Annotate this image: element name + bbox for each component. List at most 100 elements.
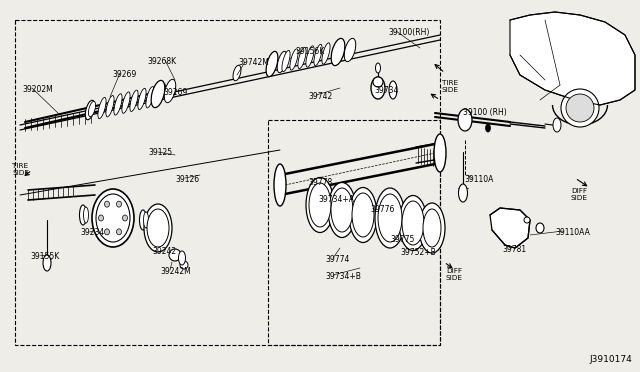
Ellipse shape — [402, 201, 424, 245]
Polygon shape — [510, 12, 635, 105]
Ellipse shape — [122, 215, 127, 221]
Ellipse shape — [99, 215, 104, 221]
Ellipse shape — [114, 94, 122, 115]
Ellipse shape — [85, 100, 95, 120]
Ellipse shape — [306, 177, 334, 232]
Text: 39734+B: 39734+B — [325, 272, 361, 281]
Text: 39126: 39126 — [175, 175, 199, 184]
Ellipse shape — [104, 201, 109, 207]
Ellipse shape — [143, 212, 148, 228]
Ellipse shape — [104, 229, 109, 235]
Bar — [15, 20, 440, 345]
Ellipse shape — [349, 187, 377, 243]
Ellipse shape — [458, 184, 467, 202]
Ellipse shape — [146, 87, 154, 108]
Ellipse shape — [553, 118, 561, 132]
Ellipse shape — [144, 204, 172, 252]
Ellipse shape — [83, 207, 88, 223]
Ellipse shape — [434, 134, 446, 172]
Text: TIRE
SIDE: TIRE SIDE — [12, 163, 29, 176]
Text: 39110A: 39110A — [464, 175, 493, 184]
Ellipse shape — [376, 63, 381, 73]
Text: 39776: 39776 — [370, 205, 394, 214]
Text: 39100(RH): 39100(RH) — [388, 28, 429, 37]
Text: 39774: 39774 — [325, 255, 349, 264]
Text: 39100 (RH): 39100 (RH) — [463, 108, 507, 117]
Ellipse shape — [130, 90, 138, 112]
Ellipse shape — [352, 193, 374, 237]
Ellipse shape — [92, 189, 134, 247]
Ellipse shape — [159, 83, 166, 99]
Polygon shape — [490, 208, 530, 248]
Text: J3910174: J3910174 — [589, 355, 632, 364]
Ellipse shape — [266, 51, 278, 77]
Text: 39242: 39242 — [152, 247, 176, 256]
Ellipse shape — [179, 251, 186, 265]
Ellipse shape — [378, 194, 402, 242]
Text: 39234: 39234 — [80, 228, 104, 237]
Ellipse shape — [147, 209, 169, 247]
Ellipse shape — [106, 96, 114, 117]
Text: 39781: 39781 — [502, 245, 526, 254]
Ellipse shape — [233, 65, 241, 81]
Ellipse shape — [389, 81, 397, 99]
Ellipse shape — [419, 203, 445, 253]
Ellipse shape — [458, 109, 472, 131]
Ellipse shape — [399, 196, 427, 250]
Text: 39775: 39775 — [390, 235, 414, 244]
Ellipse shape — [306, 46, 314, 67]
Ellipse shape — [116, 201, 122, 207]
Ellipse shape — [274, 164, 286, 206]
Text: 39742: 39742 — [308, 92, 332, 101]
Ellipse shape — [96, 194, 130, 242]
Ellipse shape — [277, 51, 287, 73]
Text: TIRE
SIDE: TIRE SIDE — [442, 80, 459, 93]
Ellipse shape — [331, 188, 353, 232]
Ellipse shape — [98, 97, 106, 119]
Ellipse shape — [156, 82, 164, 102]
Ellipse shape — [375, 188, 405, 248]
Ellipse shape — [138, 88, 146, 110]
Ellipse shape — [322, 43, 330, 64]
Text: 39752+B: 39752+B — [400, 248, 436, 257]
Ellipse shape — [344, 38, 356, 62]
Ellipse shape — [309, 183, 331, 227]
Text: 39269: 39269 — [112, 70, 136, 79]
Text: 39156K: 39156K — [295, 47, 324, 56]
Ellipse shape — [371, 77, 385, 99]
Ellipse shape — [314, 44, 322, 65]
Text: 39155K: 39155K — [30, 252, 60, 261]
Text: 39110AA: 39110AA — [555, 228, 590, 237]
Ellipse shape — [122, 92, 130, 113]
Ellipse shape — [169, 249, 181, 261]
Ellipse shape — [116, 229, 122, 235]
Ellipse shape — [561, 89, 599, 127]
Bar — [268, 120, 440, 345]
Ellipse shape — [566, 94, 594, 122]
Text: 39268K: 39268K — [147, 57, 176, 66]
Ellipse shape — [164, 79, 176, 103]
Ellipse shape — [373, 77, 383, 87]
Ellipse shape — [290, 49, 298, 70]
Text: 39734+A: 39734+A — [318, 195, 354, 204]
Text: DIFF
SIDE: DIFF SIDE — [571, 188, 588, 201]
Text: 39269: 39269 — [163, 88, 188, 97]
Ellipse shape — [282, 50, 290, 72]
Text: 39778: 39778 — [308, 178, 332, 187]
Text: DIFF
SIDE: DIFF SIDE — [446, 268, 463, 281]
Ellipse shape — [524, 217, 530, 223]
Text: 39734: 39734 — [374, 86, 398, 95]
Ellipse shape — [88, 101, 95, 117]
Ellipse shape — [79, 205, 86, 225]
Text: 39242M: 39242M — [160, 267, 191, 276]
Ellipse shape — [151, 80, 165, 108]
Ellipse shape — [140, 210, 147, 230]
Ellipse shape — [180, 261, 188, 269]
Text: 39202M: 39202M — [22, 85, 52, 94]
Ellipse shape — [423, 209, 441, 247]
Text: 39742M: 39742M — [238, 58, 269, 67]
Ellipse shape — [298, 47, 306, 69]
Ellipse shape — [328, 183, 356, 237]
Ellipse shape — [331, 38, 345, 65]
Ellipse shape — [536, 223, 544, 233]
